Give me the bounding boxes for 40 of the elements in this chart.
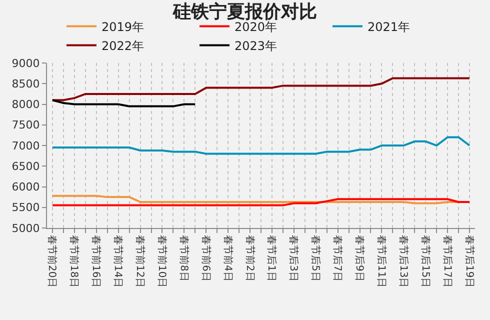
y-tick-label: 6000 bbox=[12, 180, 40, 194]
y-tick-label: 8500 bbox=[12, 77, 40, 90]
x-tick-label: 春节前14日 bbox=[112, 235, 124, 288]
y-tick-label: 5000 bbox=[12, 222, 40, 235]
x-tick-label: 春节后15日 bbox=[419, 235, 432, 288]
y-tick-label: 7500 bbox=[12, 118, 40, 132]
x-tick-label: 春节前16日 bbox=[90, 235, 102, 288]
y-tick-label: 9000 bbox=[12, 56, 40, 70]
x-tick-label: 春节后13日 bbox=[397, 235, 410, 288]
x-tick-label: 春节前20日 bbox=[46, 235, 58, 288]
line-series bbox=[51, 198, 471, 206]
x-tick-label: 春节后7日 bbox=[332, 235, 344, 282]
legend-label: 2022年 bbox=[102, 38, 144, 53]
x-tick-label: 春节前8日 bbox=[178, 235, 190, 282]
legend-label: 2020年 bbox=[234, 20, 278, 34]
x-tick-label: 春节后17日 bbox=[441, 235, 454, 288]
y-tick-label: 5500 bbox=[12, 201, 40, 214]
x-tick-label: 春节后19日 bbox=[463, 235, 476, 288]
x-tick-label: 春节前18日 bbox=[68, 235, 80, 288]
x-tick-label: 春节后9日 bbox=[354, 235, 366, 282]
line-series bbox=[51, 77, 471, 102]
x-tick-label: 春节前10日 bbox=[156, 235, 168, 288]
x-tick-label: 春节前12日 bbox=[134, 235, 146, 288]
y-tick-label: 8000 bbox=[12, 98, 40, 112]
y-tick-label: 7000 bbox=[12, 139, 40, 152]
x-tick-label: 春节后3日 bbox=[288, 235, 300, 282]
x-tick-label: 春节后1日 bbox=[266, 235, 278, 282]
x-tick-label: 春节前4日 bbox=[222, 235, 234, 282]
legend-label: 2021年 bbox=[368, 20, 410, 34]
line-series bbox=[51, 136, 471, 155]
x-tick-label: 春节前2日 bbox=[244, 235, 256, 282]
x-tick-label: 春节后5日 bbox=[310, 235, 322, 282]
legend-label: 2019年 bbox=[102, 20, 144, 34]
chart-title: 硅铁宁夏报价对比 bbox=[172, 1, 317, 22]
x-tick-label: 春节前6日 bbox=[200, 235, 212, 282]
line-series bbox=[51, 194, 460, 204]
y-tick-label: 6500 bbox=[12, 160, 40, 173]
legend-label: 2023年 bbox=[234, 38, 278, 53]
line-series bbox=[51, 99, 196, 108]
x-tick-label: 春节后11日 bbox=[375, 235, 388, 288]
